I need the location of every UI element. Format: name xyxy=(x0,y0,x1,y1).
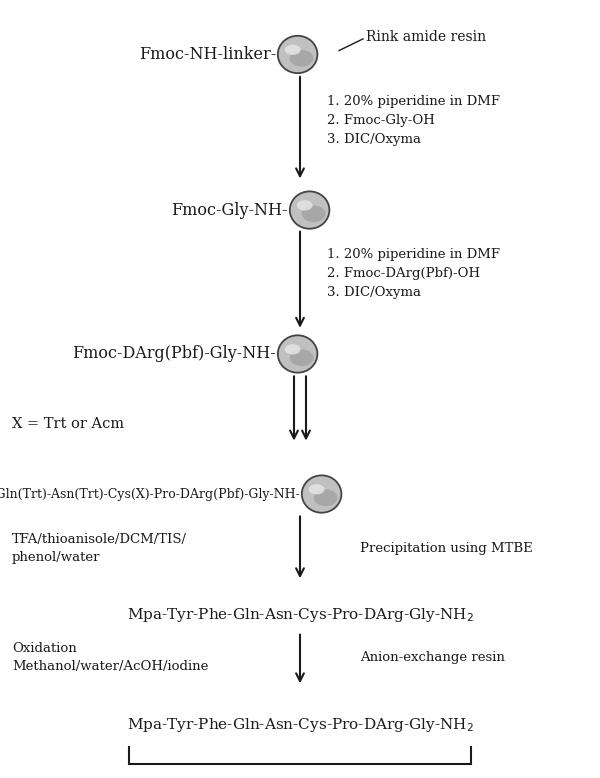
Text: Anion-exchange resin: Anion-exchange resin xyxy=(360,651,505,664)
Ellipse shape xyxy=(278,335,317,373)
Text: Mpa(X)-Tyr(tBu)-Phe-Gln(Trt)-Asn(Trt)-Cys(X)-Pro-DArg(Pbf)-Gly-NH-: Mpa(X)-Tyr(tBu)-Phe-Gln(Trt)-Asn(Trt)-Cy… xyxy=(0,488,300,500)
Text: 1. 20% piperidine in DMF
2. Fmoc-Gly-OH
3. DIC/Oxyma: 1. 20% piperidine in DMF 2. Fmoc-Gly-OH … xyxy=(327,95,500,146)
Text: TFA/thioanisole/DCM/TIS/
phenol/water: TFA/thioanisole/DCM/TIS/ phenol/water xyxy=(12,533,187,564)
Ellipse shape xyxy=(290,349,313,366)
Ellipse shape xyxy=(302,205,325,223)
Ellipse shape xyxy=(285,344,301,355)
Text: Fmoc-DArg(Pbf)-Gly-NH-: Fmoc-DArg(Pbf)-Gly-NH- xyxy=(72,345,276,363)
Ellipse shape xyxy=(290,191,329,229)
Ellipse shape xyxy=(297,200,313,211)
Text: Fmoc-Gly-NH-: Fmoc-Gly-NH- xyxy=(172,202,288,219)
Text: X = Trt or Acm: X = Trt or Acm xyxy=(12,417,124,431)
Ellipse shape xyxy=(278,36,317,73)
Ellipse shape xyxy=(309,484,325,495)
Text: Oxidation
Methanol/water/AcOH/iodine: Oxidation Methanol/water/AcOH/iodine xyxy=(12,642,208,673)
Text: Precipitation using MTBE: Precipitation using MTBE xyxy=(360,542,533,555)
Text: Rink amide resin: Rink amide resin xyxy=(366,30,486,44)
Ellipse shape xyxy=(290,50,313,67)
Text: Mpa-Tyr-Phe-Gln-Asn-Cys-Pro-DArg-Gly-NH$_2$: Mpa-Tyr-Phe-Gln-Asn-Cys-Pro-DArg-Gly-NH$… xyxy=(127,716,473,734)
Ellipse shape xyxy=(302,475,341,513)
Ellipse shape xyxy=(314,489,337,506)
Ellipse shape xyxy=(285,44,301,55)
Text: Fmoc-NH-linker-: Fmoc-NH-linker- xyxy=(139,46,276,63)
Text: Mpa-Tyr-Phe-Gln-Asn-Cys-Pro-DArg-Gly-NH$_2$: Mpa-Tyr-Phe-Gln-Asn-Cys-Pro-DArg-Gly-NH$… xyxy=(127,605,473,624)
Text: 1. 20% piperidine in DMF
2. Fmoc-DArg(Pbf)-OH
3. DIC/Oxyma: 1. 20% piperidine in DMF 2. Fmoc-DArg(Pb… xyxy=(327,248,500,300)
